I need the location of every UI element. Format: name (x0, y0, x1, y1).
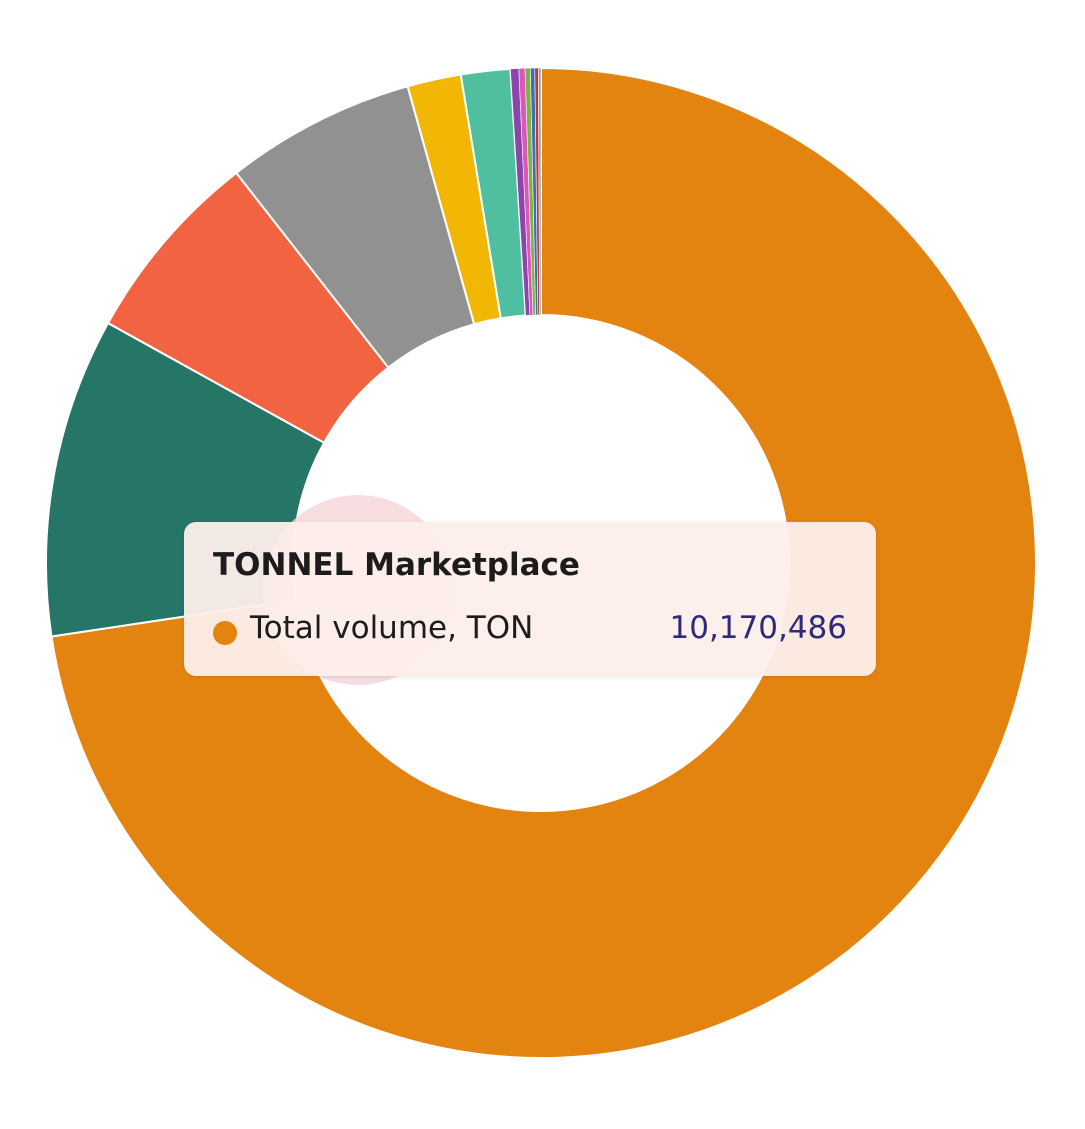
tooltip-value: 10,170,486 (669, 610, 848, 646)
tooltip-series-dot-icon (213, 621, 237, 645)
tooltip-title: TONNEL Marketplace (213, 547, 580, 583)
tooltip-series-label: Total volume, TON (250, 610, 534, 646)
donut-slice-11[interactable] (538, 67, 542, 316)
chart-tooltip: TONNEL Marketplace Total volume, TON 10,… (184, 522, 876, 676)
